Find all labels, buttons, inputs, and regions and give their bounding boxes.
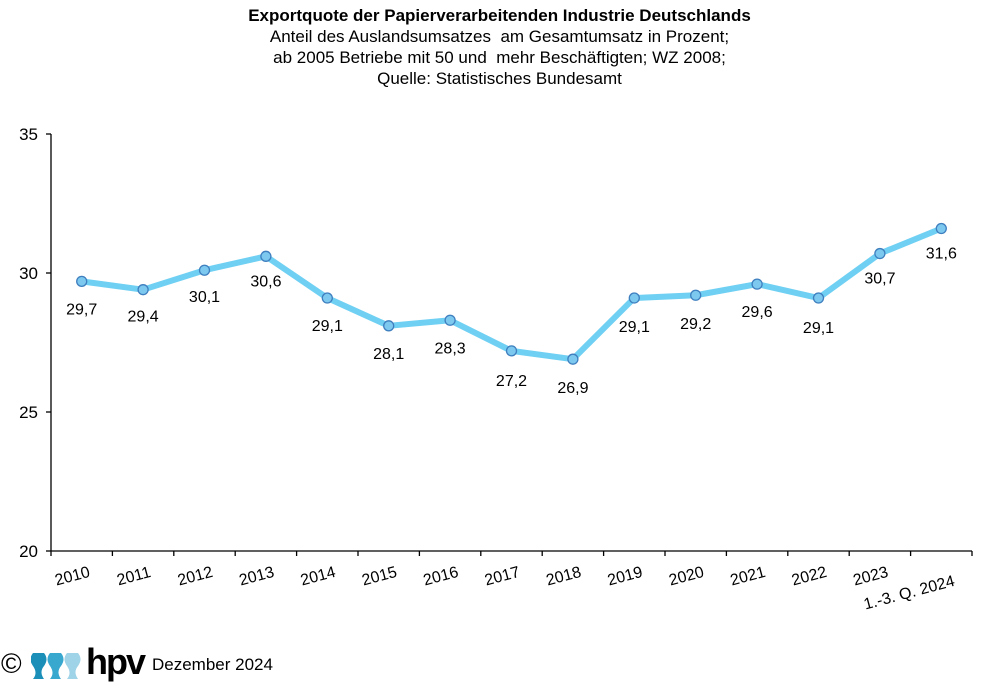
data-point — [567, 353, 579, 365]
data-point — [321, 292, 333, 304]
hpv-logo: hpv — [86, 641, 146, 682]
data-point — [935, 222, 947, 235]
axes — [46, 133, 973, 556]
x-tick-label: 2013 — [237, 564, 276, 590]
x-tick-label: 2012 — [176, 564, 215, 590]
x-tick-label-text: 2015 — [360, 564, 399, 590]
y-tick-labels: 20 25 30 35 — [19, 125, 38, 561]
data-point — [137, 284, 149, 296]
x-tick-label: 2016 — [422, 564, 461, 590]
x-tick-labels: 2010 2011 2012 2013 2014 2015 2016 2017 2018 2019… — [53, 564, 957, 614]
x-tick-label: 2021 — [729, 564, 768, 590]
x-tick-label: 2014 — [299, 564, 338, 590]
footer: © hpv Dezember 2024 — [0, 642, 330, 684]
x-tick-label-text: 2013 — [237, 564, 276, 590]
data-label: 31,6 — [926, 246, 957, 263]
data-label: 29,7 — [66, 301, 97, 318]
data-label: 28,3 — [435, 340, 466, 357]
x-tick-label-text: 2023 — [851, 564, 890, 590]
x-tick-label: 2019 — [606, 564, 645, 590]
x-tick-label-text: 2017 — [483, 564, 522, 590]
data-label: 30,1 — [189, 289, 220, 306]
data-label: 29,1 — [312, 318, 343, 335]
data-labels: 29,7 29,4 30,1 30,6 29,1 28,1 28,3 27,2 26,9 29,1… — [66, 246, 957, 398]
x-tick-label-text: 2021 — [729, 564, 768, 590]
data-label: 29,1 — [619, 319, 650, 336]
data-label: 29,1 — [803, 320, 834, 337]
x-tick-label-text: 2014 — [299, 564, 338, 590]
x-tick-label: 2018 — [544, 564, 583, 590]
chart-subtitle-line-3: Quelle: Statistisches Bundesamt — [377, 69, 622, 88]
chart-titles: Exportquote der Papierverarbeitenden Ind… — [0, 5, 981, 89]
hpv-logo-waves-icon — [31, 653, 81, 679]
copyright-symbol: © — [1, 648, 22, 679]
data-point — [198, 264, 211, 276]
x-tick-label-text: 2016 — [422, 564, 461, 590]
x-tick-label-text: 2010 — [53, 564, 92, 590]
x-tick-label-text: 2019 — [606, 564, 645, 590]
chart-subtitle-line-1: Anteil des Auslandsumsatzes am Gesamtums… — [269, 27, 730, 46]
x-tick-label: 2015 — [360, 564, 399, 590]
data-point — [76, 275, 88, 287]
x-tick-label-text: 2022 — [790, 564, 829, 590]
data-markers — [76, 222, 947, 365]
y-tick-label: 35 — [19, 125, 38, 144]
data-label: 30,7 — [864, 271, 895, 288]
data-point — [751, 278, 763, 290]
x-tick-label: 2010 — [53, 564, 92, 590]
chart-title: Exportquote der Papierverarbeitenden Ind… — [248, 6, 751, 25]
data-label: 28,1 — [373, 346, 404, 363]
data-label: 29,2 — [680, 316, 711, 333]
data-point — [628, 292, 640, 304]
data-label: 30,6 — [250, 273, 281, 290]
data-point — [505, 345, 518, 357]
chart-subtitle-line-2: ab 2005 Betriebe mit 50 und mehr Beschäf… — [273, 48, 726, 67]
data-point — [690, 289, 702, 301]
x-tick-label-text: 2018 — [544, 564, 583, 590]
x-tick-label-text: 2012 — [176, 564, 215, 590]
x-tick-label: 2023 — [851, 564, 890, 590]
x-tick-label-text: 2020 — [667, 564, 706, 590]
x-tick-label: 2011 — [115, 564, 153, 589]
x-tick-label-text: 2011 — [115, 564, 153, 589]
y-tick-label: 20 — [19, 542, 38, 561]
data-point — [260, 250, 272, 262]
data-point — [874, 247, 886, 260]
x-tick-label: 2022 — [790, 564, 829, 590]
data-label: 29,4 — [128, 309, 159, 326]
data-point — [444, 314, 456, 326]
x-tick-label: 2020 — [667, 564, 706, 590]
x-tick-label: 2017 — [483, 564, 522, 590]
y-tick-label: 25 — [19, 403, 38, 422]
footer-date: Dezember 2024 — [152, 655, 273, 674]
y-tick-label: 30 — [19, 264, 38, 283]
data-point — [812, 292, 825, 304]
data-label: 29,6 — [742, 304, 773, 321]
data-label: 26,9 — [557, 380, 588, 397]
data-point — [383, 320, 395, 332]
data-label: 27,2 — [496, 373, 527, 390]
